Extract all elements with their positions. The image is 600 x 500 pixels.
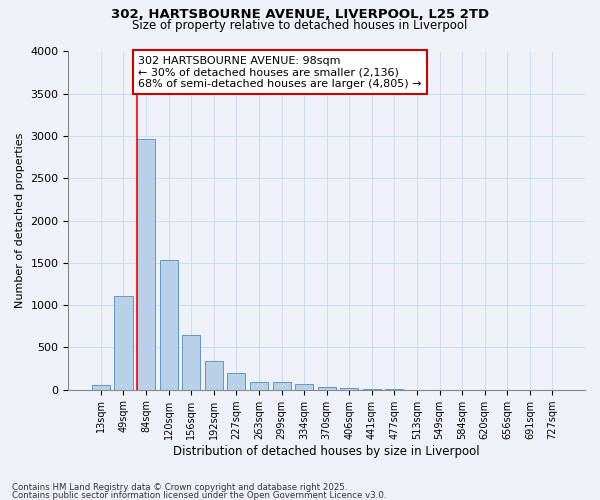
Bar bbox=[227, 373, 245, 390]
Bar bbox=[295, 384, 313, 390]
Text: 302, HARTSBOURNE AVENUE, LIVERPOOL, L25 2TD: 302, HARTSBOURNE AVENUE, LIVERPOOL, L25 … bbox=[111, 8, 489, 20]
X-axis label: Distribution of detached houses by size in Liverpool: Distribution of detached houses by size … bbox=[173, 444, 480, 458]
Text: Contains HM Land Registry data © Crown copyright and database right 2025.: Contains HM Land Registry data © Crown c… bbox=[12, 484, 347, 492]
Bar bbox=[272, 382, 290, 390]
Text: Size of property relative to detached houses in Liverpool: Size of property relative to detached ho… bbox=[133, 19, 467, 32]
Bar bbox=[182, 335, 200, 390]
Bar bbox=[92, 386, 110, 390]
Y-axis label: Number of detached properties: Number of detached properties bbox=[15, 133, 25, 308]
Bar bbox=[160, 260, 178, 390]
Text: Contains public sector information licensed under the Open Government Licence v3: Contains public sector information licen… bbox=[12, 490, 386, 500]
Bar bbox=[137, 138, 155, 390]
Bar bbox=[340, 388, 358, 390]
Bar bbox=[205, 361, 223, 390]
Bar bbox=[363, 389, 381, 390]
Text: 302 HARTSBOURNE AVENUE: 98sqm
← 30% of detached houses are smaller (2,136)
68% o: 302 HARTSBOURNE AVENUE: 98sqm ← 30% of d… bbox=[138, 56, 422, 89]
Bar bbox=[250, 382, 268, 390]
Bar bbox=[115, 296, 133, 390]
Bar bbox=[317, 387, 336, 390]
